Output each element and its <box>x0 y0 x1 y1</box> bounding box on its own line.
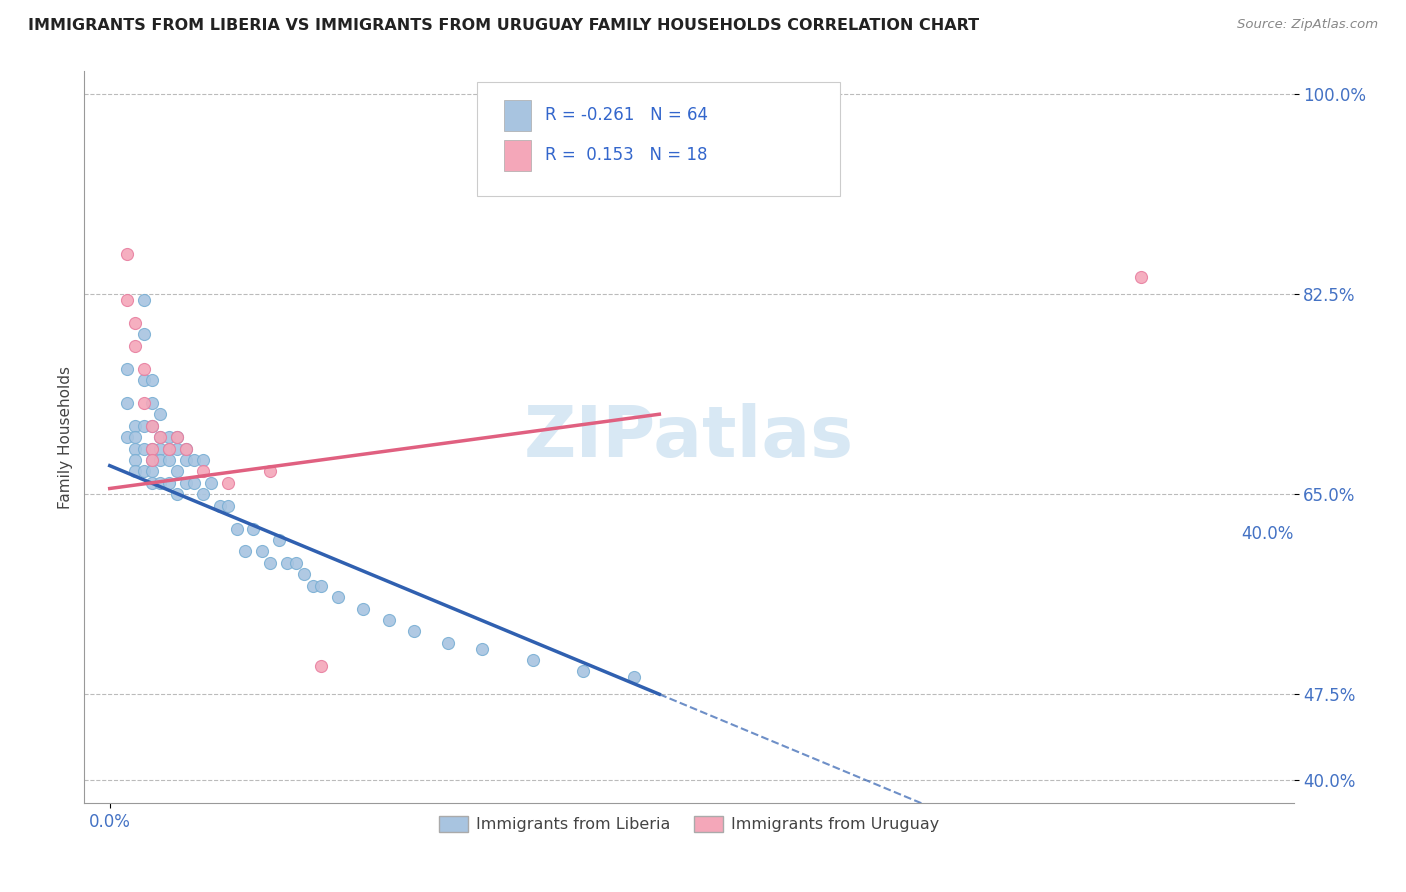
Point <box>157 475 180 490</box>
Point <box>309 658 332 673</box>
Point <box>233 544 256 558</box>
Text: IMMIGRANTS FROM LIBERIA VS IMMIGRANTS FROM URUGUAY FAMILY HOUSEHOLDS CORRELATION: IMMIGRANTS FROM LIBERIA VS IMMIGRANTS FR… <box>28 18 979 33</box>
Point <box>115 430 138 444</box>
Text: Source: ZipAtlas.com: Source: ZipAtlas.com <box>1237 18 1378 31</box>
Point <box>132 464 155 478</box>
Point <box>217 475 239 490</box>
Point <box>1130 270 1153 285</box>
Point <box>174 442 197 456</box>
Point <box>404 624 426 639</box>
Point <box>149 453 172 467</box>
Text: 40.0%: 40.0% <box>1241 524 1294 543</box>
Point <box>166 442 188 456</box>
Legend: Immigrants from Liberia, Immigrants from Uruguay: Immigrants from Liberia, Immigrants from… <box>433 809 945 838</box>
Point <box>166 430 188 444</box>
Point <box>149 475 172 490</box>
Point <box>301 579 323 593</box>
Point <box>267 533 290 547</box>
Point <box>174 453 197 467</box>
Point <box>166 487 188 501</box>
Point <box>124 316 146 330</box>
Point <box>124 418 146 433</box>
Point <box>115 293 138 307</box>
Point <box>141 442 163 456</box>
Point <box>191 487 214 501</box>
Point <box>132 293 155 307</box>
Point <box>166 430 188 444</box>
Point <box>141 442 163 456</box>
Point <box>157 453 180 467</box>
Point <box>242 521 264 535</box>
Point <box>250 544 273 558</box>
Point <box>259 464 281 478</box>
Bar <box>503 140 530 171</box>
Point <box>132 442 155 456</box>
Point <box>437 636 460 650</box>
Point <box>166 464 188 478</box>
Point <box>132 418 155 433</box>
Point <box>149 407 172 421</box>
Point <box>259 556 281 570</box>
Point <box>132 361 155 376</box>
Point <box>174 475 197 490</box>
Point <box>352 601 374 615</box>
Point <box>208 499 231 513</box>
Point <box>326 590 349 604</box>
Point <box>174 442 197 456</box>
Point <box>124 442 146 456</box>
Point <box>115 396 138 410</box>
Point <box>191 453 214 467</box>
Point <box>157 430 180 444</box>
Point <box>124 339 146 353</box>
Point <box>284 556 307 570</box>
Point <box>276 556 298 570</box>
Point <box>157 442 180 456</box>
Point <box>124 430 146 444</box>
Point <box>141 418 163 433</box>
Point <box>183 475 205 490</box>
Point <box>572 665 595 679</box>
Point <box>149 430 172 444</box>
Point <box>191 464 214 478</box>
Point <box>522 653 544 667</box>
Y-axis label: Family Households: Family Households <box>58 366 73 508</box>
FancyBboxPatch shape <box>478 82 841 195</box>
Point <box>132 396 155 410</box>
Point <box>141 396 163 410</box>
Point <box>217 499 239 513</box>
Point <box>141 453 163 467</box>
Text: R =  0.153   N = 18: R = 0.153 N = 18 <box>546 146 707 164</box>
Point <box>141 418 163 433</box>
Point <box>124 464 146 478</box>
Point <box>141 475 163 490</box>
Point <box>141 464 163 478</box>
Point <box>183 453 205 467</box>
Point <box>132 373 155 387</box>
Point <box>378 613 401 627</box>
Point <box>200 475 222 490</box>
Point <box>141 373 163 387</box>
Point <box>292 567 315 582</box>
Text: R = -0.261   N = 64: R = -0.261 N = 64 <box>546 106 709 124</box>
Point <box>149 442 172 456</box>
Bar <box>503 100 530 130</box>
Point <box>623 670 645 684</box>
Point <box>225 521 247 535</box>
Point <box>115 247 138 261</box>
Point <box>157 442 180 456</box>
Point <box>141 453 163 467</box>
Point <box>149 430 172 444</box>
Point <box>115 361 138 376</box>
Point <box>309 579 332 593</box>
Point <box>471 641 494 656</box>
Point <box>124 453 146 467</box>
Text: ZIPatlas: ZIPatlas <box>524 402 853 472</box>
Point <box>132 327 155 342</box>
